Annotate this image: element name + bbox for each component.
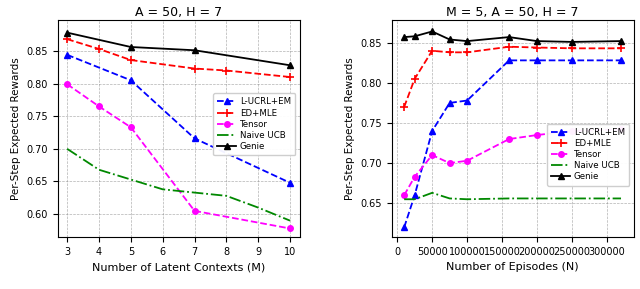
Line: Genie: Genie [65,30,293,68]
Genie [568,40,576,44]
ED+MLE [568,47,576,50]
Naive UCB [428,191,436,194]
L-UCRL+EM [286,181,294,184]
Naive UCB [617,197,625,200]
Genie [286,64,294,67]
ED+MLE [401,105,408,109]
Genie [401,35,408,39]
L-UCRL+EM [568,59,576,62]
Tensor [505,137,513,141]
Naive UCB [63,147,71,151]
Line: Naive UCB: Naive UCB [404,193,621,199]
Legend: L-UCRL+EM, ED+MLE, Tensor, Naive UCB, Genie: L-UCRL+EM, ED+MLE, Tensor, Naive UCB, Ge… [547,123,629,186]
ED+MLE [223,69,230,72]
ED+MLE [191,67,198,70]
Line: ED+MLE: ED+MLE [400,42,625,111]
Naive UCB [159,188,166,191]
ED+MLE [617,47,625,50]
X-axis label: Number of Episodes (N): Number of Episodes (N) [446,262,579,272]
L-UCRL+EM [401,226,408,229]
Genie [533,39,541,43]
Naive UCB [505,197,513,200]
ED+MLE [95,47,103,51]
Line: L-UCRL+EM: L-UCRL+EM [65,52,293,186]
L-UCRL+EM [463,99,471,102]
Naive UCB [254,206,262,209]
ED+MLE [505,45,513,49]
L-UCRL+EM [127,79,134,82]
X-axis label: Number of Latent Contexts (M): Number of Latent Contexts (M) [92,262,265,272]
Naive UCB [401,197,408,201]
Y-axis label: Per-Step Expected Rewards: Per-Step Expected Rewards [345,57,355,200]
Genie [63,31,71,34]
Line: Genie: Genie [401,29,624,45]
ED+MLE [533,46,541,49]
Tensor [411,175,419,179]
Tensor [95,105,103,108]
L-UCRL+EM [63,53,71,57]
Genie [127,45,134,49]
Genie [428,30,436,33]
Genie [505,35,513,39]
Naive UCB [463,197,471,201]
Genie [463,39,471,43]
Tensor [533,133,541,137]
Tensor [191,209,198,213]
L-UCRL+EM [505,59,513,62]
Naive UCB [286,219,294,223]
L-UCRL+EM [617,59,625,62]
Genie [191,49,198,52]
Naive UCB [568,197,576,200]
Line: ED+MLE: ED+MLE [63,35,294,81]
Tensor [446,161,454,165]
Tensor [286,227,294,230]
Naive UCB [411,197,419,201]
Line: L-UCRL+EM: L-UCRL+EM [401,58,624,230]
Legend: L-UCRL+EM, ED+MLE, Tensor, Naive UCB, Genie: L-UCRL+EM, ED+MLE, Tensor, Naive UCB, Ge… [213,93,295,155]
L-UCRL+EM [191,137,198,140]
Tensor [428,153,436,157]
Tensor [617,128,625,131]
ED+MLE [446,51,454,54]
ED+MLE [411,77,419,81]
ED+MLE [463,51,471,54]
Line: Naive UCB: Naive UCB [67,149,290,221]
Genie [446,38,454,41]
Genie [617,39,625,43]
Naive UCB [95,168,103,171]
ED+MLE [127,58,134,62]
Tensor [63,82,71,86]
L-UCRL+EM [411,194,419,197]
Line: Tensor: Tensor [401,127,624,198]
Tensor [401,194,408,197]
Naive UCB [533,197,541,200]
Line: Tensor: Tensor [65,81,293,231]
ED+MLE [428,49,436,53]
Y-axis label: Per-Step Expected Rewards: Per-Step Expected Rewards [11,57,20,200]
L-UCRL+EM [428,129,436,133]
Naive UCB [446,197,454,200]
Naive UCB [223,194,230,198]
Title: M = 5, A = 50, H = 7: M = 5, A = 50, H = 7 [446,6,579,19]
L-UCRL+EM [533,59,541,62]
Title: A = 50, H = 7: A = 50, H = 7 [135,6,222,19]
Tensor [568,129,576,133]
Tensor [127,125,134,129]
ED+MLE [63,38,71,41]
L-UCRL+EM [446,101,454,105]
Genie [411,35,419,38]
ED+MLE [286,75,294,79]
Tensor [463,159,471,162]
